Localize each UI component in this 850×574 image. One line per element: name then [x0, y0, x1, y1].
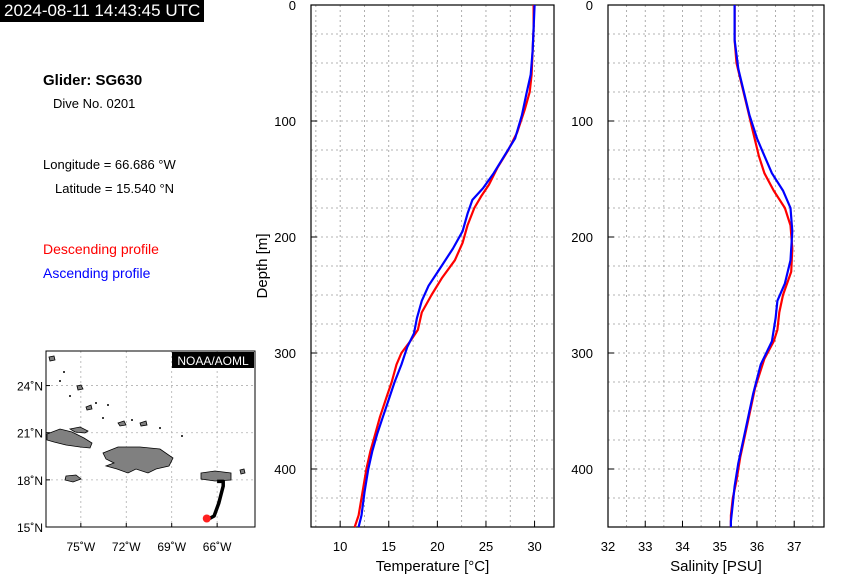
island-3 [85, 404, 93, 411]
map-title: NOAA/AOML [177, 354, 249, 368]
small-island [63, 371, 65, 373]
island-6 [239, 468, 246, 475]
longitude-label: Longitude = 66.686 °W [43, 157, 176, 172]
x-tick-label: 30 [527, 539, 541, 554]
map-lat-label: 24˚N [17, 380, 43, 394]
x-tick-label: 15 [382, 539, 396, 554]
series-line-ascending [357, 4, 536, 528]
y-tick-label: 300 [274, 346, 296, 361]
island-4 [117, 420, 127, 427]
x-tick-label: 36 [750, 539, 764, 554]
y-tick-label: 300 [571, 346, 593, 361]
glider-name: Glider: SG630 [43, 72, 143, 89]
y-tick-label: 400 [571, 462, 593, 477]
jamaica-land [64, 474, 82, 483]
y-tick-label: 0 [586, 0, 593, 13]
timestamp-label: 2024-08-11 14:43:45 UTC [0, 0, 205, 22]
series-line-ascending [729, 5, 794, 527]
legend-ascending: Ascending profile [43, 265, 151, 281]
x-tick-label: 37 [787, 539, 801, 554]
cuba-land [46, 428, 93, 449]
map-lon-label: 69˚W [157, 540, 186, 554]
x-tick-label: 32 [601, 539, 615, 554]
y-tick-label: 0 [289, 0, 296, 13]
small-island [69, 395, 71, 397]
x-tick-label: 10 [333, 539, 347, 554]
cuba-east-land [68, 426, 89, 434]
x-tick-label: 33 [638, 539, 652, 554]
small-island [131, 419, 133, 421]
small-island [102, 417, 104, 419]
map-lat-label: 21˚N [17, 427, 43, 441]
map-lat-label: 18˚N [17, 474, 43, 488]
dive-number: Dive No. 0201 [53, 96, 136, 111]
y-axis-label: Depth [m] [254, 233, 271, 298]
x-tick-label: 20 [430, 539, 444, 554]
x-tick-label: 35 [712, 539, 726, 554]
panel-frame [310, 4, 555, 528]
series-line-descending [353, 5, 535, 528]
small-island [95, 402, 97, 404]
y-tick-label: 100 [571, 114, 593, 129]
map-lat-label: 15˚N [17, 521, 43, 535]
small-island [59, 380, 61, 382]
y-tick-label: 200 [571, 230, 593, 245]
map-lon-label: 75˚W [66, 540, 95, 554]
legend-descending: Descending profile [43, 241, 159, 257]
x-axis-label: Salinity [PSU] [670, 558, 762, 574]
small-island [159, 427, 161, 429]
island-2 [76, 384, 84, 391]
y-tick-label: 400 [274, 462, 296, 477]
map-frame [45, 350, 256, 528]
puerto-rico-land [200, 470, 232, 482]
island-1 [48, 355, 56, 362]
panel-frame [607, 4, 825, 528]
latitude-label: Latitude = 15.540 °N [55, 181, 175, 196]
glider-track [208, 479, 225, 520]
y-tick-label: 100 [274, 114, 296, 129]
small-island [181, 435, 183, 437]
x-axis-label: Temperature [°C] [376, 558, 490, 574]
small-island [107, 404, 109, 406]
glider-position-marker [202, 514, 211, 523]
y-tick-label: 200 [274, 230, 296, 245]
x-tick-label: 25 [479, 539, 493, 554]
map-lon-label: 66˚W [203, 540, 232, 554]
x-tick-label: 34 [675, 539, 689, 554]
island-5 [139, 420, 148, 427]
map-lon-label: 72˚W [112, 540, 141, 554]
hispaniola-land [102, 446, 174, 474]
map-title-box [172, 352, 254, 368]
